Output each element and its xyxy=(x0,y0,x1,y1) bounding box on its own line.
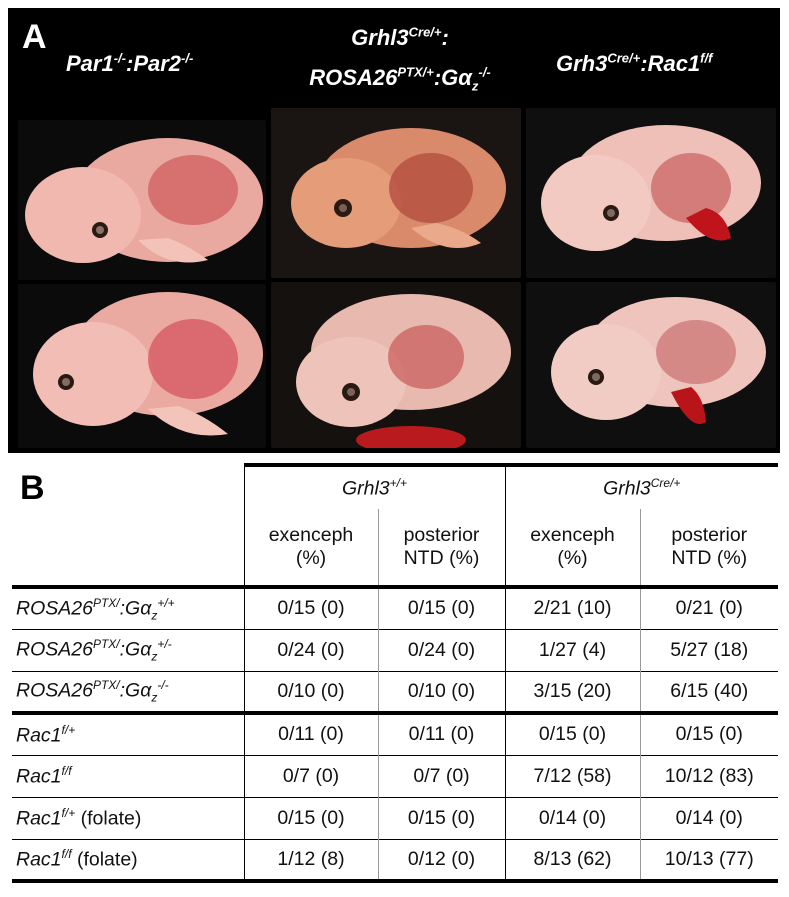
cell-value: 0/24 (0) xyxy=(377,628,505,671)
cell-value: 0/14 (0) xyxy=(504,796,640,839)
cell-value: 7/12 (58) xyxy=(504,754,640,797)
row-genotype: Rac1f/+ xyxy=(12,711,244,755)
group-header-grhl3-cre: Grhl3Cre/+ xyxy=(504,463,778,509)
table-row: ROSA26PTX/:Gαz+/- 0/24 (0) 0/24 (0) 1/27… xyxy=(12,628,778,671)
embryo-photo-rosa26-1 xyxy=(271,108,521,278)
cell-value: 5/27 (18) xyxy=(639,628,778,671)
panel-a-label: A xyxy=(22,18,47,56)
table-row: ROSA26PTX/:Gαz-/- 0/10 (0) 0/10 (0) 3/15… xyxy=(12,670,778,713)
embryo-photo-par-1 xyxy=(18,120,266,280)
cell-value: 6/15 (40) xyxy=(639,670,778,713)
row-genotype: ROSA26PTX/:Gαz+/+ xyxy=(12,585,244,629)
embryo-photo-par-2 xyxy=(18,284,266,448)
panel-a-photographs: A Par1-/-:Par2-/- Grhl3Cre/+: ROSA26PTX/… xyxy=(8,8,780,453)
cell-value: 0/24 (0) xyxy=(243,628,378,671)
embryo-photo-rosa26-2 xyxy=(271,282,521,448)
col-header-posterior-cre: posterior NTD (%) xyxy=(639,509,778,587)
group-header-grhl3-wt: Grhl3+/+ xyxy=(243,463,505,509)
cell-value: 0/7 (0) xyxy=(377,754,505,797)
column-title-par1-par2: Par1-/-:Par2-/- xyxy=(66,50,194,76)
embryo-photo-rac1-1 xyxy=(526,108,776,278)
cell-value: 0/15 (0) xyxy=(243,796,378,839)
row-genotype: Rac1f/+ (folate) xyxy=(12,796,244,839)
col-header-exenceph-wt: exenceph (%) xyxy=(243,509,378,587)
ntd-incidence-table: Grhl3+/+ Grhl3Cre/+ exenceph (%) posterio… xyxy=(12,463,778,883)
cell-value: 8/13 (62) xyxy=(504,838,640,883)
cell-value: 10/13 (77) xyxy=(639,838,778,883)
embryo-photo-rac1-2 xyxy=(526,282,776,448)
cell-value: 1/12 (8) xyxy=(243,838,378,883)
group-header-row: Grhl3+/+ Grhl3Cre/+ xyxy=(12,463,778,509)
cell-value: 0/15 (0) xyxy=(377,796,505,839)
cell-value: 0/11 (0) xyxy=(377,711,505,755)
col-header-posterior-wt: posterior NTD (%) xyxy=(377,509,505,587)
cell-value: 0/15 (0) xyxy=(639,711,778,755)
table-row: Rac1f/f (folate) 1/12 (8) 0/12 (0) 8/13 … xyxy=(12,838,778,883)
cell-value: 3/15 (20) xyxy=(504,670,640,713)
table-row: Rac1f/+ (folate) 0/15 (0) 0/15 (0) 0/14 … xyxy=(12,796,778,839)
row-genotype: Rac1f/f xyxy=(12,754,244,797)
row-genotype: ROSA26PTX/:Gαz+/- xyxy=(12,628,244,671)
cell-value: 10/12 (83) xyxy=(639,754,778,797)
cell-value: 0/12 (0) xyxy=(377,838,505,883)
cell-value: 0/10 (0) xyxy=(377,670,505,713)
cell-value: 1/27 (4) xyxy=(504,628,640,671)
panel-b-table: B Grhl3+/+ Grhl3Cre/+ exenceph (%) poster… xyxy=(0,455,789,897)
cell-value: 0/14 (0) xyxy=(639,796,778,839)
panel-b-label: B xyxy=(20,469,45,507)
table-row: Rac1f/f 0/7 (0) 0/7 (0) 7/12 (58) 10/12 … xyxy=(12,754,778,797)
cell-value: 0/15 (0) xyxy=(504,711,640,755)
cell-value: 0/10 (0) xyxy=(243,670,378,713)
row-genotype: Rac1f/f (folate) xyxy=(12,838,244,883)
table-row: ROSA26PTX/:Gαz+/+ 0/15 (0) 0/15 (0) 2/21… xyxy=(12,585,778,629)
row-genotype: ROSA26PTX/:Gαz-/- xyxy=(12,670,244,713)
cell-value: 0/7 (0) xyxy=(243,754,378,797)
cell-value: 2/21 (10) xyxy=(504,585,640,629)
cell-value: 0/15 (0) xyxy=(243,585,378,629)
column-title-rosa26-ptx: Grhl3Cre/+: ROSA26PTX/+:Gαz-/- xyxy=(309,24,491,93)
table-row: Rac1f/+ 0/11 (0) 0/11 (0) 0/15 (0) 0/15 … xyxy=(12,711,778,755)
cell-value: 0/11 (0) xyxy=(243,711,378,755)
cell-value: 0/15 (0) xyxy=(377,585,505,629)
col-header-exenceph-cre: exenceph (%) xyxy=(504,509,640,587)
column-title-rac1: Grh3Cre/+:Rac1f/f xyxy=(556,50,713,76)
cell-value: 0/21 (0) xyxy=(639,585,778,629)
column-header-row: exenceph (%) posterior NTD (%) exenceph (%)… xyxy=(12,509,778,587)
